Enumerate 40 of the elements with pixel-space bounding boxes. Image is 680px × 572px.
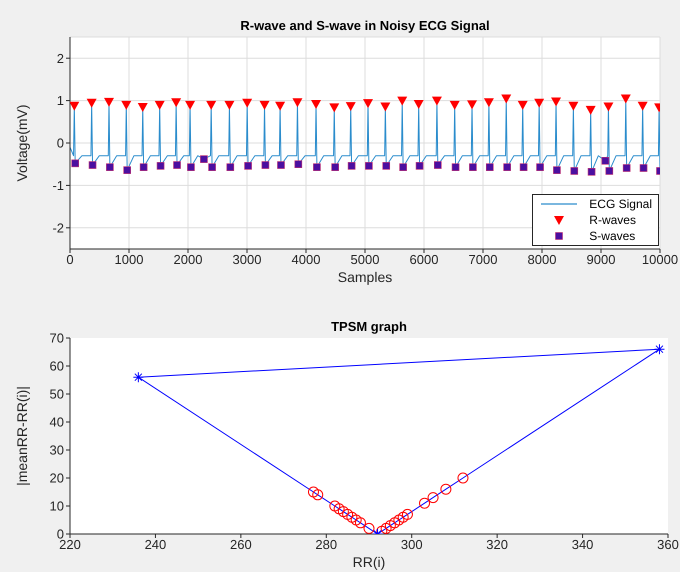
y-tick-label: 10 bbox=[50, 498, 64, 514]
x-tick-label: 320 bbox=[486, 537, 508, 552]
legend-label: R-waves bbox=[589, 213, 636, 227]
x-tick-label: 6000 bbox=[410, 252, 438, 268]
y-tick-label: -2 bbox=[52, 220, 64, 236]
chart-title: R-wave and S-wave in Noisy ECG Signal bbox=[240, 18, 490, 33]
y-axis-title: Voltage(mV) bbox=[14, 104, 30, 182]
x-tick-label: 220 bbox=[59, 537, 81, 552]
x-tick-label: 240 bbox=[144, 537, 166, 552]
x-tick-label: 340 bbox=[572, 537, 594, 552]
x-tick-label: 8000 bbox=[528, 252, 556, 268]
x-tick-label: 3000 bbox=[232, 252, 262, 268]
x-tick-label: 10000 bbox=[642, 252, 678, 268]
y-tick-label: 20 bbox=[50, 470, 64, 486]
x-tick-label: 360 bbox=[657, 537, 679, 552]
y-tick-label: 60 bbox=[50, 358, 64, 374]
x-tick-label: 1000 bbox=[114, 252, 144, 268]
x-axis-title: RR(i) bbox=[352, 554, 386, 570]
y-tick-label: 0 bbox=[56, 136, 64, 151]
legend-label: S-waves bbox=[589, 229, 636, 243]
y-tick-label: 2 bbox=[56, 50, 64, 66]
x-axis-title: Samples bbox=[338, 268, 392, 285]
y-tick-label: 50 bbox=[50, 386, 64, 402]
y-tick-label: 30 bbox=[50, 442, 64, 458]
x-tick-label: 260 bbox=[230, 537, 252, 552]
legend-label: ECG Signal bbox=[589, 197, 652, 211]
y-tick-label: 70 bbox=[50, 330, 64, 346]
x-tick-label: 2000 bbox=[174, 252, 202, 268]
x-tick-label: 300 bbox=[400, 537, 423, 552]
y-tick-label: 1 bbox=[56, 93, 64, 108]
x-tick-label: 4000 bbox=[292, 252, 320, 268]
x-tick-label: 9000 bbox=[586, 252, 616, 268]
chart-title: TPSM graph bbox=[331, 319, 407, 334]
y-axis-title: |meanRR-RR(i)| bbox=[14, 386, 30, 486]
x-tick-label: 280 bbox=[315, 537, 338, 552]
x-tick-label: 5000 bbox=[350, 252, 380, 268]
x-tick-label: 7000 bbox=[468, 252, 498, 268]
y-tick-label: -1 bbox=[52, 178, 64, 194]
y-tick-label: 40 bbox=[50, 414, 64, 430]
x-tick-label: 0 bbox=[66, 252, 74, 268]
